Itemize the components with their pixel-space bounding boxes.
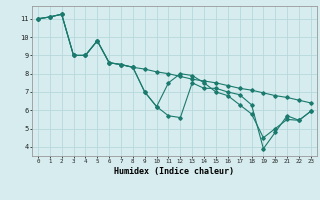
- X-axis label: Humidex (Indice chaleur): Humidex (Indice chaleur): [115, 167, 234, 176]
